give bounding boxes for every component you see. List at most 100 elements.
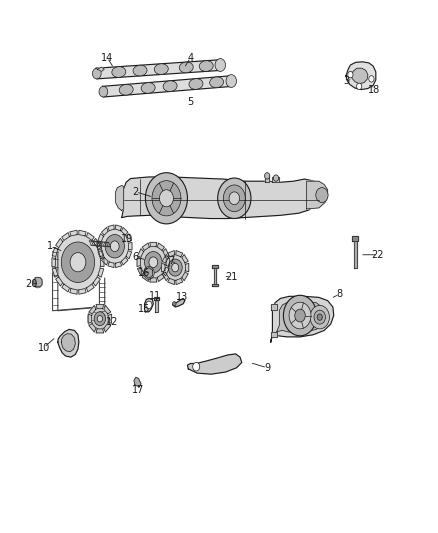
Ellipse shape: [179, 62, 193, 73]
Polygon shape: [98, 233, 103, 241]
Circle shape: [91, 308, 109, 329]
Polygon shape: [86, 232, 94, 240]
Polygon shape: [212, 284, 218, 286]
Circle shape: [223, 185, 245, 212]
Polygon shape: [354, 241, 357, 268]
Text: 3: 3: [343, 76, 349, 86]
Circle shape: [289, 302, 311, 329]
Polygon shape: [104, 324, 111, 332]
Polygon shape: [97, 67, 104, 71]
Circle shape: [173, 302, 176, 306]
Polygon shape: [79, 230, 86, 236]
Text: 22: 22: [371, 250, 384, 260]
Polygon shape: [102, 228, 108, 235]
Polygon shape: [162, 272, 169, 281]
Polygon shape: [79, 288, 86, 294]
Circle shape: [145, 173, 187, 224]
Polygon shape: [89, 324, 96, 332]
Circle shape: [283, 295, 317, 336]
Polygon shape: [98, 268, 104, 277]
Polygon shape: [157, 274, 164, 281]
Text: 17: 17: [132, 385, 144, 395]
Circle shape: [146, 301, 152, 309]
Polygon shape: [62, 284, 70, 292]
Polygon shape: [104, 305, 111, 314]
Polygon shape: [115, 225, 122, 231]
Polygon shape: [122, 177, 319, 219]
Polygon shape: [162, 263, 165, 272]
Text: 11: 11: [149, 291, 162, 301]
Polygon shape: [168, 251, 174, 257]
Circle shape: [215, 59, 226, 71]
Circle shape: [357, 83, 362, 90]
Polygon shape: [52, 247, 58, 256]
Polygon shape: [351, 68, 368, 84]
Polygon shape: [137, 258, 141, 266]
Ellipse shape: [189, 79, 203, 90]
Text: 12: 12: [106, 318, 118, 327]
Circle shape: [193, 362, 200, 371]
Polygon shape: [150, 243, 157, 247]
Circle shape: [310, 305, 329, 329]
Polygon shape: [62, 232, 70, 240]
Circle shape: [314, 310, 325, 324]
Polygon shape: [176, 278, 183, 285]
Ellipse shape: [199, 61, 213, 71]
Polygon shape: [86, 284, 94, 292]
Polygon shape: [182, 272, 188, 281]
Polygon shape: [93, 238, 100, 247]
Polygon shape: [98, 247, 104, 256]
Circle shape: [317, 314, 322, 320]
Polygon shape: [108, 262, 114, 268]
Polygon shape: [88, 314, 92, 324]
Polygon shape: [307, 181, 328, 209]
Polygon shape: [52, 268, 58, 277]
Polygon shape: [185, 263, 189, 272]
Circle shape: [152, 181, 181, 216]
Polygon shape: [102, 76, 233, 97]
Polygon shape: [98, 251, 103, 259]
Polygon shape: [272, 177, 279, 182]
Polygon shape: [128, 243, 132, 250]
Polygon shape: [56, 238, 63, 247]
Circle shape: [140, 246, 166, 278]
Circle shape: [265, 173, 270, 179]
Text: 5: 5: [187, 98, 194, 107]
Polygon shape: [89, 305, 96, 314]
Polygon shape: [346, 62, 376, 90]
Polygon shape: [352, 236, 358, 241]
Text: 20: 20: [25, 279, 38, 288]
Polygon shape: [142, 274, 149, 281]
Polygon shape: [56, 277, 63, 286]
Text: 9: 9: [264, 363, 270, 373]
Text: 19: 19: [121, 234, 133, 244]
Circle shape: [70, 253, 86, 272]
Text: 16: 16: [138, 268, 150, 278]
Polygon shape: [58, 329, 79, 357]
Polygon shape: [142, 243, 149, 251]
Polygon shape: [163, 249, 169, 257]
Text: 21: 21: [225, 272, 237, 282]
Polygon shape: [138, 249, 144, 257]
Polygon shape: [35, 278, 42, 287]
Polygon shape: [134, 377, 141, 387]
Polygon shape: [145, 298, 153, 312]
Polygon shape: [163, 267, 169, 276]
Polygon shape: [126, 251, 132, 259]
Text: 4: 4: [187, 53, 194, 62]
Polygon shape: [271, 296, 334, 342]
Polygon shape: [157, 243, 164, 251]
Ellipse shape: [119, 84, 133, 95]
Polygon shape: [121, 257, 128, 265]
Circle shape: [97, 316, 102, 322]
Ellipse shape: [210, 77, 224, 87]
Ellipse shape: [163, 81, 177, 92]
Polygon shape: [115, 262, 122, 268]
Polygon shape: [52, 258, 56, 266]
Polygon shape: [187, 354, 242, 374]
Polygon shape: [70, 230, 77, 236]
Text: 1: 1: [47, 241, 53, 251]
Circle shape: [149, 257, 158, 268]
Ellipse shape: [154, 64, 168, 75]
Polygon shape: [271, 332, 277, 337]
